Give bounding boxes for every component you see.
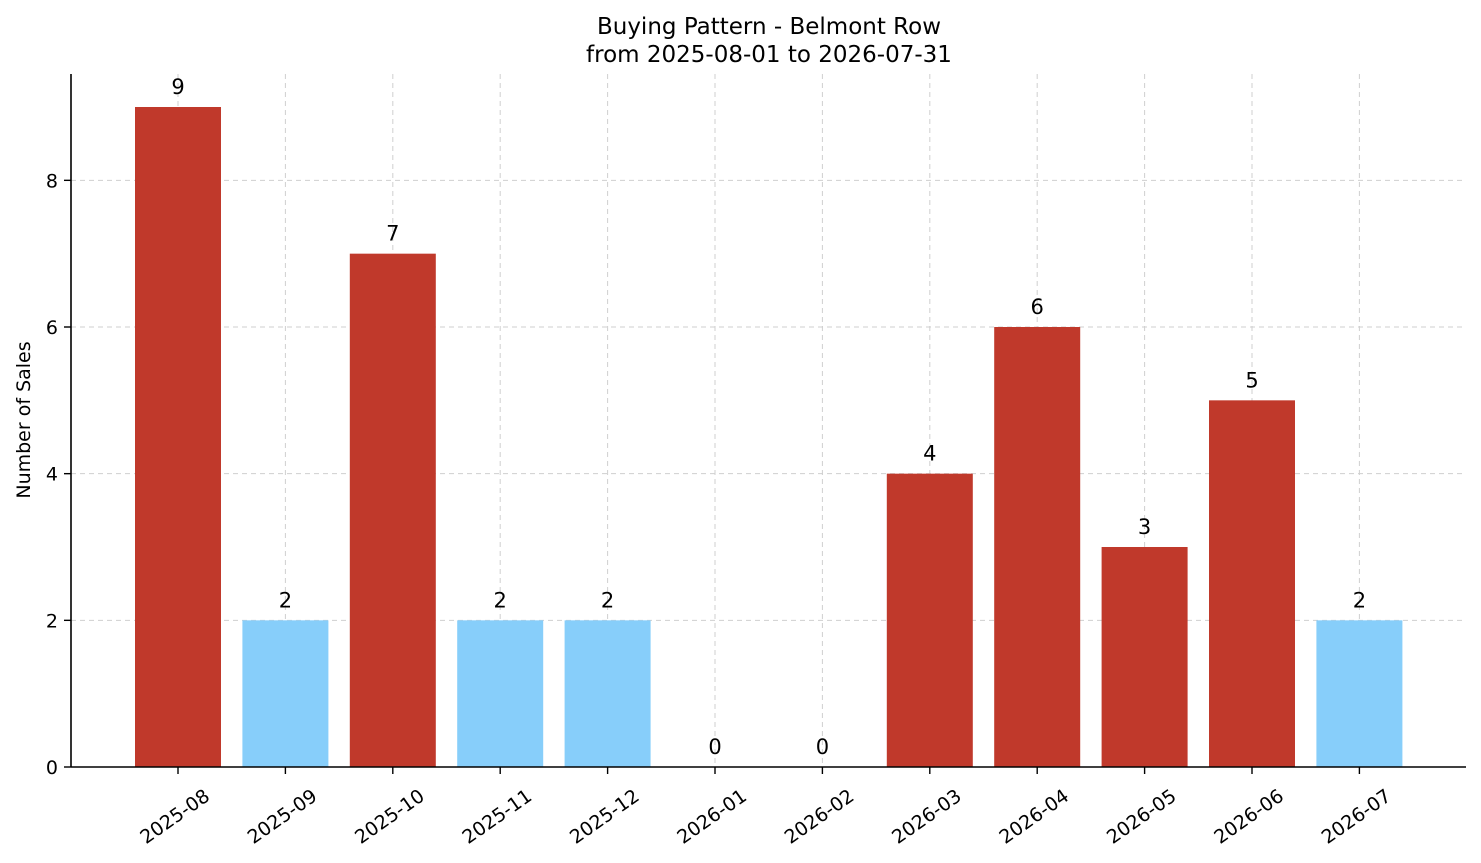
y-tick-label: 0 [46, 757, 58, 779]
bar-2026-06 [1209, 400, 1295, 767]
x-tick-label: 2026-03 [888, 785, 966, 849]
value-label-2026-02: 0 [816, 735, 829, 759]
value-label-2026-07: 2 [1353, 588, 1366, 612]
bar-2025-10 [349, 253, 436, 767]
bar-2026-03 [886, 473, 973, 767]
bar-2025-11 [457, 620, 544, 767]
y-tick-label: 6 [46, 317, 58, 339]
x-tick-label: 2026-05 [1103, 785, 1181, 849]
value-label-2025-09: 2 [279, 588, 292, 612]
x-tick-label: 2025-12 [566, 785, 644, 849]
y-tick-label: 4 [46, 464, 58, 486]
y-tick-label: 8 [46, 170, 58, 192]
bar-2025-12 [564, 620, 651, 767]
value-label-2025-11: 2 [494, 588, 507, 612]
x-tick-label: 2026-01 [673, 785, 751, 849]
value-label-2025-10: 7 [386, 222, 399, 246]
x-tick-label: 2026-02 [781, 785, 859, 849]
value-label-2026-01: 0 [708, 735, 721, 759]
x-tick-label: 2026-06 [1210, 785, 1288, 849]
bars-layer [135, 107, 1403, 767]
x-tick-label: 2025-10 [351, 785, 429, 849]
chart-subtitle: from 2025-08-01 to 2026-07-31 [586, 42, 952, 68]
value-labels-layer: 9 2 7 2 2 0 0 4 6 3 5 2 [171, 75, 1366, 759]
x-tick-label: 2026-07 [1318, 785, 1396, 849]
value-label-2025-12: 2 [601, 588, 614, 612]
x-tick-label: 2025-08 [136, 785, 214, 849]
chart-title: Buying Pattern - Belmont Row [597, 14, 941, 40]
y-axis-label: Number of Sales [13, 341, 35, 498]
value-label-2026-05: 3 [1138, 515, 1151, 539]
x-tick-label: 2026-04 [995, 785, 1073, 849]
value-label-2026-03: 4 [923, 442, 936, 466]
bar-2026-07 [1316, 620, 1403, 767]
x-tick-label: 2025-11 [458, 785, 536, 849]
value-label-2026-04: 6 [1031, 295, 1044, 319]
y-tick-label: 2 [46, 610, 58, 632]
bar-2025-08 [135, 107, 221, 767]
bar-2026-05 [1101, 547, 1188, 767]
value-label-2026-06: 5 [1245, 368, 1258, 392]
value-label-2025-08: 9 [171, 75, 184, 99]
x-tick-label: 2025-09 [244, 785, 322, 849]
bar-2026-04 [994, 327, 1081, 767]
bar-2025-09 [242, 620, 329, 767]
